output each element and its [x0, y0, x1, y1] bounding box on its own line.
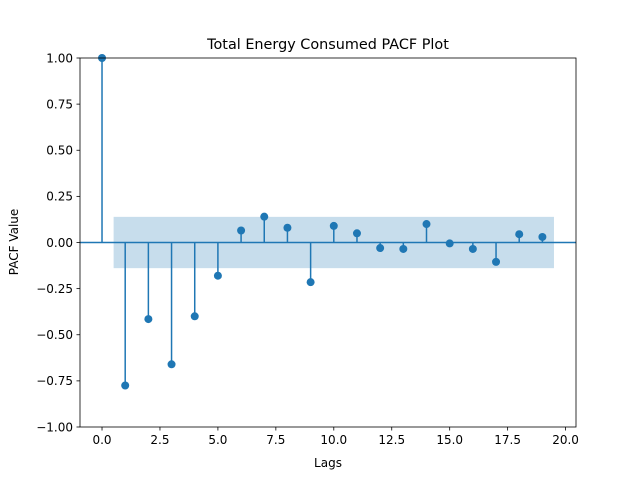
- stem-marker-lag-3: [167, 360, 176, 369]
- y-axis-label: PACF Value: [7, 209, 21, 276]
- stem-marker-lag-1: [121, 381, 130, 390]
- stem-marker-lag-8: [283, 223, 292, 232]
- stem-marker-lag-12: [376, 244, 385, 253]
- stem-marker-lag-14: [422, 220, 431, 229]
- stem-marker-lag-5: [213, 271, 222, 280]
- x-tick-label: 17.5: [494, 433, 521, 447]
- x-tick-label: 5.0: [208, 433, 227, 447]
- stem-marker-lag-13: [399, 244, 408, 253]
- x-tick-label: 20.0: [552, 433, 579, 447]
- stem-marker-lag-17: [492, 257, 501, 266]
- stem-marker-lag-16: [468, 244, 477, 253]
- y-tick-label: −1.00: [36, 420, 73, 434]
- stem-marker-lag-19: [538, 232, 547, 241]
- stem-marker-lag-6: [237, 226, 246, 235]
- stem-marker-lag-7: [260, 212, 269, 221]
- x-tick-label: 15.0: [436, 433, 463, 447]
- y-tick-label: −0.75: [36, 374, 73, 388]
- x-tick-label: 0.0: [92, 433, 111, 447]
- y-tick-label: 0.50: [46, 144, 73, 158]
- y-tick-label: −0.25: [36, 282, 73, 296]
- x-tick-label: 10.0: [320, 433, 347, 447]
- stem-marker-lag-4: [190, 312, 199, 321]
- y-tick-label: 0.25: [46, 190, 73, 204]
- x-axis-label: Lags: [314, 456, 342, 470]
- y-tick-label: 0.00: [46, 236, 73, 250]
- plot-area: 0.0 2.5 5.0 7.5 10.0 12.5 15.0 17.5 20.0 −1.00 −0.…: [36, 51, 579, 447]
- y-tick-label: 0.75: [46, 97, 73, 111]
- stem-marker-lag-15: [445, 239, 454, 248]
- stem-marker-lag-2: [144, 315, 153, 324]
- x-tick-label: 2.5: [150, 433, 169, 447]
- chart-title: Total Energy Consumed PACF Plot: [206, 37, 449, 53]
- stem-marker-lag-10: [329, 221, 338, 230]
- stem-marker-lag-18: [515, 230, 524, 239]
- stem-marker-lag-9: [306, 278, 315, 287]
- y-tick-label: 1.00: [46, 51, 73, 65]
- x-tick-label: 7.5: [266, 433, 285, 447]
- x-tick-label: 12.5: [378, 433, 405, 447]
- stem-marker-lag-11: [352, 229, 361, 238]
- y-tick-label: −0.50: [36, 328, 73, 342]
